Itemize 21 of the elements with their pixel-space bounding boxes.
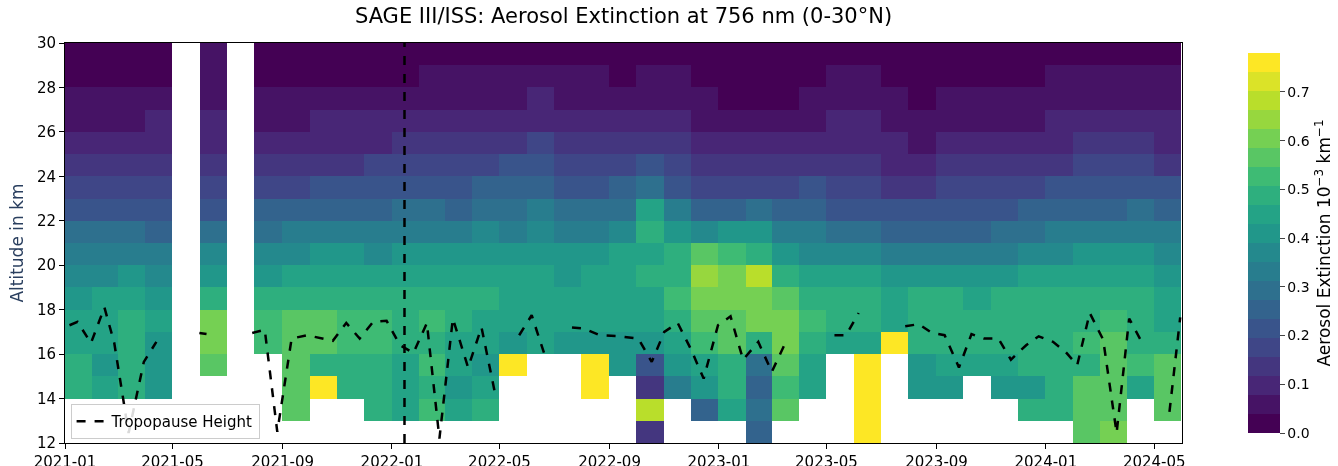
- y-tick-label: 22: [36, 212, 56, 231]
- y-tick-label: 14: [36, 389, 56, 408]
- color-bar-label: 0.6: [1287, 132, 1310, 149]
- y-tick-label: 12: [36, 434, 56, 453]
- chart-title: SAGE III/ISS: Aerosol Extinction at 756 nm (0-30°N): [354, 3, 893, 28]
- y-tick-label: 30: [36, 34, 56, 53]
- y-tick-label: 24: [36, 167, 56, 186]
- y-tick-label: 18: [36, 300, 56, 319]
- color-bar-label: 0.0: [1287, 424, 1310, 441]
- y-axis-title: Altitude in km: [7, 183, 28, 303]
- color-bar-label: 0.7: [1287, 83, 1310, 100]
- y-tick-label: 28: [36, 78, 56, 97]
- legend-label: Tropopause Height: [110, 413, 252, 432]
- y-tick-label: 20: [36, 256, 56, 275]
- color-bar-label: 0.4: [1287, 230, 1310, 247]
- y-tick-label: 16: [36, 345, 56, 364]
- color-bar-label: 0.2: [1287, 327, 1310, 344]
- color-bar-label: 0.5: [1287, 181, 1310, 198]
- y-tick-label: 26: [36, 123, 56, 142]
- color-bar-label: 0.3: [1287, 278, 1310, 295]
- color-bar-label: 0.1: [1287, 376, 1310, 393]
